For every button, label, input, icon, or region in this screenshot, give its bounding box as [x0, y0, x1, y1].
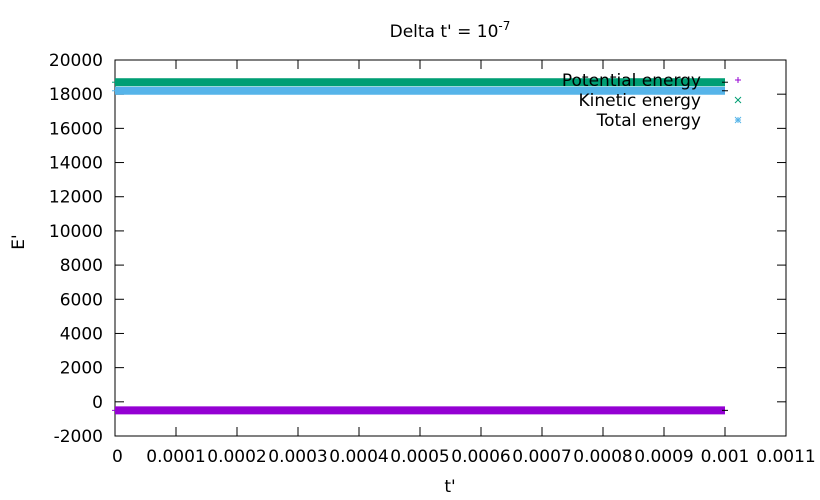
x-tick-label: 0.0004 [329, 447, 388, 467]
y-tick-label: -2000 [54, 427, 103, 447]
x-tick-label: 0 [112, 447, 123, 467]
plot-frame [114, 59, 787, 437]
plot-area: -2000 0 2000 4000 6000 8000 10000 12000 14000 160… [49, 51, 816, 467]
y-tick-label: 10000 [49, 222, 103, 242]
y-tick-label: 0 [92, 393, 103, 413]
y-tick-label: 2000 [60, 359, 103, 379]
series-band [115, 78, 725, 87]
y-axis-label: E' [9, 234, 29, 249]
series-potential-energy [112, 406, 728, 415]
y-tick-label: 20000 [49, 51, 103, 71]
y-tick-label: 16000 [49, 119, 103, 139]
chart-title-superscript: -7 [498, 19, 510, 33]
x-tick-label: 0.0002 [207, 447, 266, 467]
y-tick-label: 14000 [49, 154, 103, 174]
series-band [115, 86, 725, 95]
legend-marker [735, 77, 741, 83]
series-kinetic-energy [112, 78, 728, 87]
x-tick-label: 0.001 [701, 447, 750, 467]
y-tick-label: 12000 [49, 188, 103, 208]
x-tick-label: 0.0005 [390, 447, 449, 467]
x-tick-label: 0.0007 [512, 447, 571, 467]
series-total-energy [112, 86, 728, 95]
legend-label: Total energy [596, 111, 701, 131]
x-tick-label: 0.0006 [451, 447, 510, 467]
y-tick-label: 4000 [60, 324, 103, 344]
chart-title: Delta t' = 10-7 [390, 19, 511, 42]
y-tick-label: 8000 [60, 256, 103, 276]
legend-label: Kinetic energy [579, 91, 701, 111]
legend-marker [734, 96, 742, 104]
x-tick-label: 0.0008 [573, 447, 632, 467]
x-axis-label: t' [444, 477, 455, 497]
x-tick-label: 0.0011 [756, 447, 815, 467]
x-tick-label: 0.0001 [146, 447, 205, 467]
legend-label: Potential energy [562, 71, 701, 91]
x-tick-label: 0.0003 [268, 447, 327, 467]
x-tick-label: 0.0009 [634, 447, 693, 467]
legend-marker [734, 116, 742, 124]
y-tick-label: 6000 [60, 290, 103, 310]
y-tick-label: 18000 [49, 85, 103, 105]
series-band [115, 406, 725, 415]
